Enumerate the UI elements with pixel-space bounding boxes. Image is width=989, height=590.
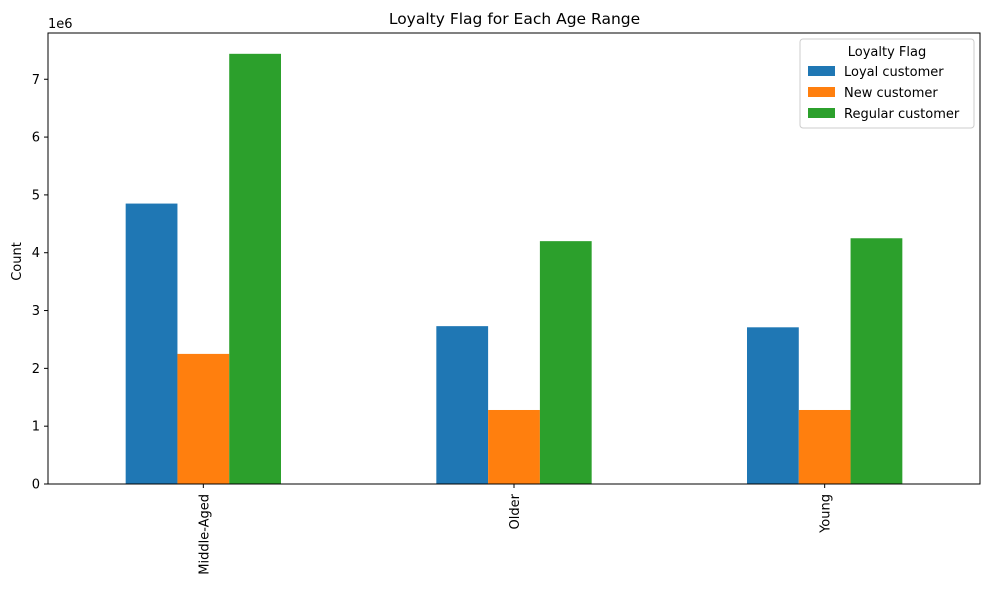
legend-box	[799, 38, 975, 129]
legend-label: Loyal customer	[844, 65, 944, 80]
y-tick-label: 6	[32, 131, 40, 146]
y-tick-label: 1	[32, 420, 40, 435]
y-axis: 0 1 2 3 4 5 6 7	[32, 73, 48, 493]
y-axis-title: Count	[10, 242, 25, 281]
bars-layer	[125, 53, 903, 484]
x-tick-label: Middle-Aged	[197, 494, 212, 575]
y-tick-label: 4	[32, 246, 40, 261]
legend-items: Loyal customer New customer Regular custom…	[808, 65, 960, 122]
bar-middle-aged-regular-customer	[229, 53, 281, 484]
x-tick-label: Older	[508, 493, 523, 529]
bar-older-new-customer	[488, 409, 540, 484]
bar-older-regular-customer	[539, 241, 592, 484]
y-tick-label: 2	[32, 362, 40, 377]
legend-label: New customer	[844, 86, 938, 101]
plot-frame	[47, 32, 981, 485]
y-tick-label: 5	[32, 188, 40, 203]
bar-middle-aged-new-customer	[177, 353, 230, 484]
legend-swatch	[808, 108, 835, 118]
legend-label: Regular customer	[844, 107, 960, 122]
legend-swatch	[808, 87, 835, 97]
chart-title: Loyalty Flag for Each Age Range	[389, 10, 640, 28]
y-axis-offset-label: 1e6	[48, 17, 73, 32]
legend-swatch	[808, 66, 835, 76]
y-tick-label: 7	[32, 73, 40, 88]
bar-young-new-customer	[798, 409, 851, 484]
legend: Loyalty Flag Loyal customer New customer R…	[799, 38, 975, 129]
y-tick-label: 0	[32, 478, 40, 493]
bar-older-loyal-customer	[436, 326, 489, 484]
y-tick-label: 3	[32, 304, 40, 319]
bar-young-loyal-customer	[747, 327, 799, 484]
x-tick-label: Young	[819, 494, 834, 534]
bar-middle-aged-loyal-customer	[125, 203, 178, 484]
bar-young-regular-customer	[850, 238, 903, 484]
legend-title: Loyalty Flag	[848, 45, 926, 60]
x-axis: Middle-Aged Older Young	[197, 484, 834, 575]
